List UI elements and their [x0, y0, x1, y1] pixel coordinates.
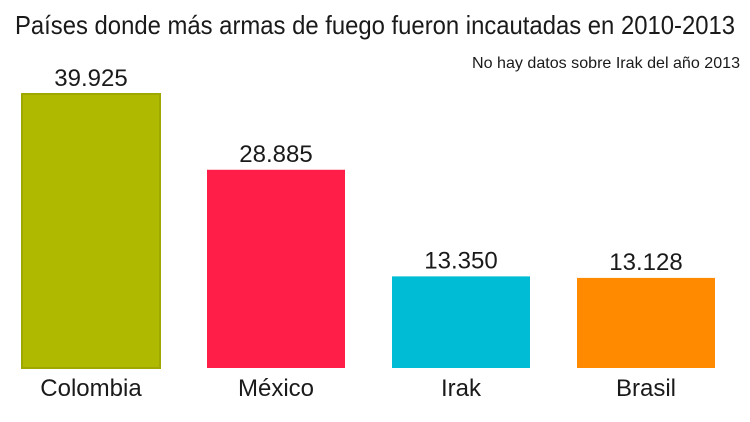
- value-label-colombia: 39.925: [54, 65, 127, 92]
- bar-irak: [392, 276, 530, 368]
- value-label-mexico: 28.885: [239, 141, 312, 168]
- bar-brasil: [577, 277, 715, 368]
- category-label-brasil: Brasil: [616, 375, 676, 402]
- category-label-mexico: México: [238, 375, 314, 402]
- bar-colombia: [21, 93, 161, 369]
- value-label-brasil: 13.128: [609, 249, 682, 276]
- chart-subtitle: No hay datos sobre Irak del año 2013: [472, 55, 740, 72]
- chart-title: Países donde más armas de fuego fueron i…: [15, 10, 735, 40]
- category-label-irak: Irak: [441, 375, 482, 402]
- value-label-irak: 13.350: [424, 247, 497, 274]
- category-label-colombia: Colombia: [40, 375, 142, 402]
- bar-mexico: [207, 169, 345, 368]
